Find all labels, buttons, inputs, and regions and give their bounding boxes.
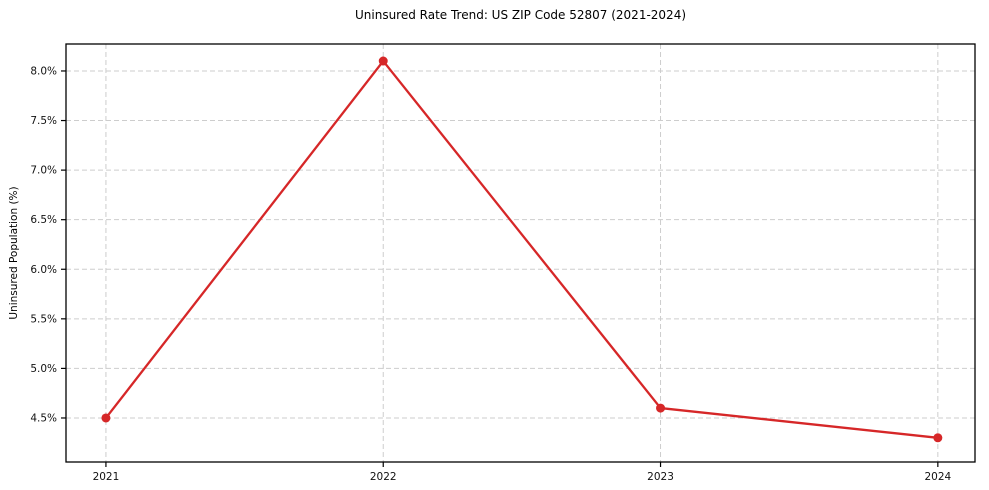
plot-border xyxy=(65,43,976,463)
y-tick-label: 8.0% xyxy=(30,65,57,77)
y-tick-label: 4.5% xyxy=(30,412,57,424)
trend-line xyxy=(104,59,939,439)
data-point xyxy=(378,56,388,66)
y-tick-label: 6.0% xyxy=(30,264,57,276)
x-tick-label: 2024 xyxy=(924,471,951,483)
y-tick-label: 6.5% xyxy=(30,214,57,226)
y-tick-label: 5.5% xyxy=(30,313,57,325)
data-point xyxy=(656,403,666,413)
y-tick-label: 5.0% xyxy=(30,363,57,375)
y-tick-label: 7.0% xyxy=(30,165,57,177)
data-point xyxy=(101,413,111,423)
data-point xyxy=(933,433,943,443)
y-tick-label: 7.5% xyxy=(30,115,57,127)
x-tick-label: 2022 xyxy=(370,471,397,483)
x-tick-label: 2023 xyxy=(647,471,674,483)
chart-title: Uninsured Rate Trend: US ZIP Code 52807 … xyxy=(354,8,687,22)
x-tick-label: 2021 xyxy=(93,471,120,483)
